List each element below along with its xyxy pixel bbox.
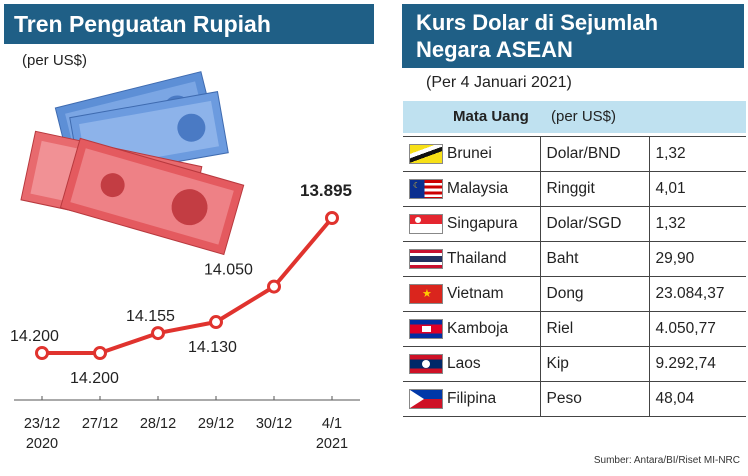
table-row: Brunei Dolar/BND 1,32 bbox=[403, 136, 746, 172]
chart-unit-label: (per US$) bbox=[22, 52, 88, 69]
cambodia-flag-icon bbox=[409, 319, 443, 339]
data-label: 14.200 bbox=[10, 328, 59, 345]
data-label: 14.155 bbox=[126, 308, 175, 325]
x-tick-label: 23/12 bbox=[24, 416, 60, 432]
data-label: 14.050 bbox=[204, 262, 253, 279]
cell-rate: 1,32 bbox=[648, 206, 746, 242]
vietnam-flag-icon: ★ bbox=[409, 284, 443, 304]
cell-country: ★ Vietnam bbox=[403, 276, 541, 312]
line-chart: 14.200 23/12 2020 14.200 27/12 14.155 28/12 14.… bbox=[10, 71, 360, 452]
table-header: Mata Uang (per US$) bbox=[403, 101, 746, 133]
table-title: Kurs Dolar di Sejumlah Negara ASEAN bbox=[402, 4, 744, 68]
table-row: Kamboja Riel 4.050,77 bbox=[403, 311, 746, 347]
thailand-flag-icon bbox=[409, 249, 443, 269]
cell-currency: Kip bbox=[539, 346, 650, 382]
cell-currency: Riel bbox=[539, 311, 650, 347]
exchange-rate-table: Brunei Dolar/BND 1,32 ☾ Malaysia Ringgit 4,01 S… bbox=[403, 136, 746, 417]
x-tick-label: 2020 bbox=[26, 436, 58, 452]
cell-country: Thailand bbox=[403, 241, 541, 277]
table-row: ★ Vietnam Dong 23.084,37 bbox=[403, 276, 746, 312]
country-name: Kamboja bbox=[447, 320, 509, 337]
country-name: Filipina bbox=[447, 390, 497, 407]
cell-rate: 48,04 bbox=[648, 381, 746, 417]
data-label: 14.200 bbox=[70, 370, 119, 387]
cell-currency: Baht bbox=[539, 241, 650, 277]
cell-country: Filipina bbox=[403, 381, 541, 417]
table-title-line1: Kurs Dolar di Sejumlah bbox=[416, 10, 659, 35]
cell-rate: 1,32 bbox=[648, 136, 746, 172]
banknotes-illustration bbox=[20, 71, 245, 256]
cell-country: Kamboja bbox=[403, 311, 541, 347]
data-point bbox=[267, 279, 281, 294]
cell-rate: 4.050,77 bbox=[648, 311, 746, 347]
data-point bbox=[209, 315, 223, 330]
table-title-line2: Negara ASEAN bbox=[416, 37, 573, 62]
cell-currency: Peso bbox=[539, 381, 650, 417]
country-name: Brunei bbox=[447, 145, 492, 162]
table-date: (Per 4 Januari 2021) bbox=[426, 74, 572, 91]
singapore-flag-icon bbox=[409, 214, 443, 234]
cell-rate: 9.292,74 bbox=[648, 346, 746, 382]
series-line bbox=[42, 216, 334, 355]
cell-currency: Dolar/SGD bbox=[539, 206, 650, 242]
country-name: Vietnam bbox=[447, 285, 504, 302]
data-label: 14.130 bbox=[188, 339, 237, 356]
table-row: Singapura Dolar/SGD 1,32 bbox=[403, 206, 746, 242]
philippines-flag-icon bbox=[409, 389, 443, 409]
source-note: Sumber: Antara/BI/Riset MI-NRC bbox=[593, 455, 740, 466]
cell-currency: Ringgit bbox=[539, 171, 650, 207]
table-row: ☾ Malaysia Ringgit 4,01 bbox=[403, 171, 746, 207]
country-name: Malaysia bbox=[447, 180, 509, 197]
data-point bbox=[151, 326, 165, 341]
laos-flag-icon bbox=[409, 354, 443, 374]
x-tick-label: 27/12 bbox=[82, 416, 118, 432]
data-label: 13.895 bbox=[300, 181, 352, 200]
cell-rate: 29,90 bbox=[648, 241, 746, 277]
cell-country: ☾ Malaysia bbox=[403, 171, 541, 207]
x-tick-label: 30/12 bbox=[256, 416, 292, 432]
x-tick-label: 29/12 bbox=[198, 416, 234, 432]
table-row: Filipina Peso 48,04 bbox=[403, 381, 746, 417]
malaysia-flag-icon: ☾ bbox=[409, 179, 443, 199]
header-unit: (per US$) bbox=[551, 108, 617, 125]
data-point bbox=[325, 211, 339, 225]
data-point bbox=[35, 346, 49, 360]
cell-country: Laos bbox=[403, 346, 541, 382]
data-point bbox=[93, 346, 107, 360]
header-currency: Mata Uang bbox=[453, 108, 529, 125]
cell-rate: 23.084,37 bbox=[648, 276, 746, 312]
cell-currency: Dong bbox=[539, 276, 650, 312]
table-row: Thailand Baht 29,90 bbox=[403, 241, 746, 277]
table-row: Laos Kip 9.292,74 bbox=[403, 346, 746, 382]
cell-rate: 4,01 bbox=[648, 171, 746, 207]
brunei-flag-icon bbox=[409, 144, 443, 164]
country-name: Thailand bbox=[447, 250, 507, 267]
cell-country: Brunei bbox=[403, 136, 541, 172]
cell-country: Singapura bbox=[403, 206, 541, 242]
cell-currency: Dolar/BND bbox=[539, 136, 650, 172]
country-name: Singapura bbox=[447, 215, 518, 232]
x-tick-label: 28/12 bbox=[140, 416, 176, 432]
x-tick-label: 2021 bbox=[316, 436, 348, 452]
chart-title: Tren Penguatan Rupiah bbox=[4, 4, 374, 44]
x-tick-label: 4/1 bbox=[322, 416, 342, 432]
country-name: Laos bbox=[447, 355, 481, 372]
